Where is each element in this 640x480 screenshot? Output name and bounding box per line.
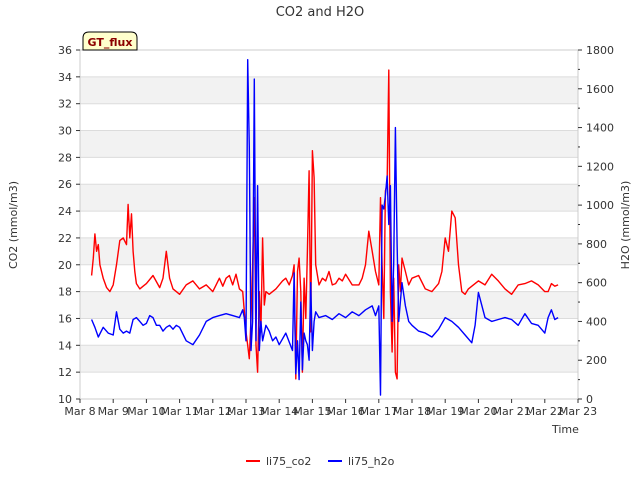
chart-title: CO2 and H2O [276, 5, 365, 20]
x-tick-label: Mar 10 [127, 405, 165, 418]
right-tick-label: 1000 [586, 199, 614, 212]
background-bands [80, 76, 578, 373]
x-tick-label: Mar 14 [260, 405, 298, 418]
x-tick-label: Mar 20 [459, 405, 497, 418]
band [80, 76, 578, 104]
x-tick-label: Mar 23 [559, 405, 597, 418]
left-axis-ticks: 10 12 14 16 18 20 22 24 26 28 30 32 34 36 [58, 44, 80, 406]
left-tick-label: 24 [58, 205, 72, 218]
x-tick-label: Mar 18 [393, 405, 431, 418]
x-tick-label: Mar 21 [492, 405, 530, 418]
x-tick-label: Mar 19 [426, 405, 464, 418]
right-tick-label: 1200 [586, 160, 614, 173]
x-tick-label: Mar 11 [160, 405, 198, 418]
x-tick-label: Mar 17 [360, 405, 398, 418]
legend: li75_co2 li75_h2o [246, 455, 395, 468]
left-tick-label: 18 [58, 286, 72, 299]
x-tick-label: Mar 22 [526, 405, 564, 418]
left-tick-label: 26 [58, 178, 72, 191]
gt-flux-badge: GT_flux [82, 31, 138, 51]
right-tick-label: 1400 [586, 122, 614, 135]
right-tick-label: 1600 [586, 83, 614, 96]
right-tick-label: 800 [586, 238, 607, 251]
band [80, 345, 578, 373]
x-tick-label: Mar 15 [293, 405, 331, 418]
li75_co2-line [90, 69, 559, 380]
left-tick-label: 28 [58, 151, 72, 164]
right-tick-label: 600 [586, 277, 607, 290]
band [80, 130, 578, 158]
left-tick-label: 14 [58, 339, 72, 352]
left-tick-label: 30 [58, 125, 72, 138]
x-tick-label: Mar 16 [326, 405, 364, 418]
band [80, 184, 578, 212]
right-tick-label: 1800 [586, 44, 614, 57]
legend-label: li75_h2o [348, 455, 395, 468]
band [80, 291, 578, 319]
band [80, 237, 578, 265]
left-tick-label: 34 [58, 71, 72, 84]
left-tick-label: 10 [58, 393, 72, 406]
right-tick-label: 0 [586, 393, 593, 406]
x-tick-label: Mar 13 [227, 405, 265, 418]
left-tick-label: 36 [58, 44, 72, 57]
right-tick-label: 200 [586, 354, 607, 367]
legend-label: li75_co2 [266, 455, 311, 468]
left-tick-label: 20 [58, 259, 72, 272]
right-tick-label: 400 [586, 315, 607, 328]
h2o-series [90, 59, 559, 396]
y2-axis-label: H2O (mmol/m3) [619, 181, 632, 270]
right-axis-ticks: 0 200 400 600 800 1000 1200 1400 1600 1800 [578, 44, 614, 406]
left-tick-label: 12 [58, 366, 72, 379]
x-tick-label: Mar 9 [98, 405, 129, 418]
left-tick-label: 16 [58, 312, 72, 325]
left-tick-label: 22 [58, 232, 72, 245]
y-axis-label: CO2 (mmol/m3) [7, 181, 20, 269]
x-tick-label: Mar 12 [194, 405, 232, 418]
x-axis-label: Time [551, 423, 579, 436]
co2-series [90, 69, 559, 380]
left-tick-label: 32 [58, 98, 72, 111]
badge-label: GT_flux [88, 36, 133, 49]
x-tick-label: Mar 8 [64, 405, 95, 418]
badge-box [82, 31, 138, 51]
li75_h2o-line [90, 59, 559, 396]
